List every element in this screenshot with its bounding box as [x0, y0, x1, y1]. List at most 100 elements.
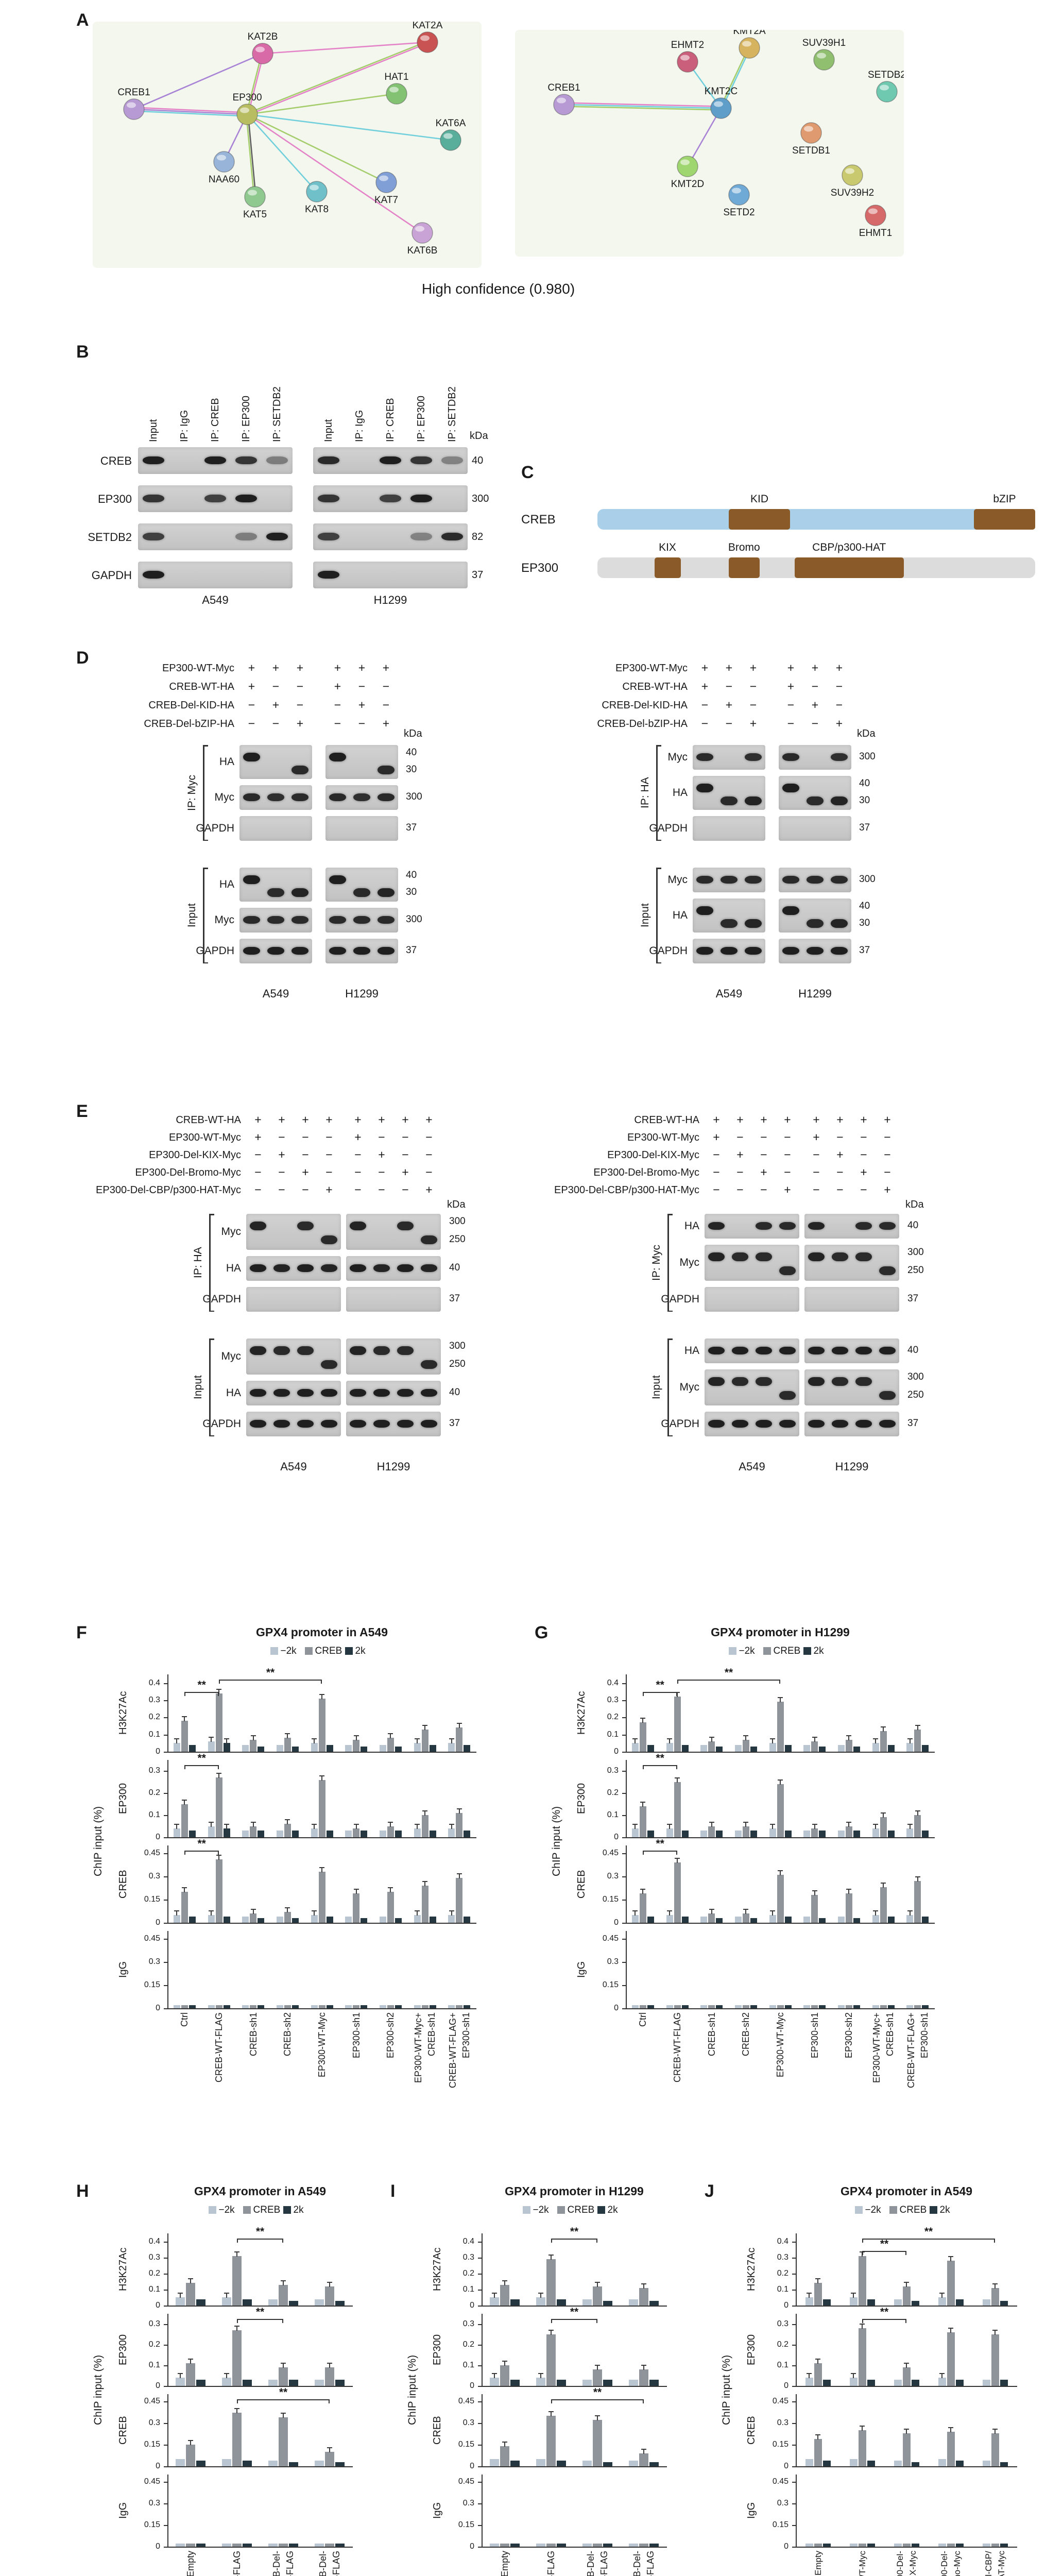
- x-axis: [796, 2306, 1017, 2307]
- bar: [681, 1744, 689, 1752]
- bar: [955, 2544, 964, 2547]
- bar: [196, 2544, 205, 2547]
- tick-mark: [792, 2445, 796, 2446]
- y-tick-label: 0.45: [602, 1849, 619, 1857]
- condition-value: +: [378, 1113, 385, 1126]
- bar: [188, 1917, 196, 1923]
- error-bar-cap: [456, 1808, 462, 1809]
- tick-mark: [478, 2423, 482, 2424]
- bar: [456, 1727, 463, 1752]
- bar: [208, 2005, 215, 2008]
- y-tick-label: 0.45: [144, 2397, 160, 2405]
- protein-band: [297, 1346, 314, 1355]
- condition-label: EP300-Del-KIX-Myc: [149, 1149, 241, 1161]
- bar: [849, 2297, 858, 2306]
- tick-mark: [792, 2401, 796, 2402]
- error-bar: [355, 1824, 357, 1829]
- panel-label-e: E: [76, 1101, 88, 1121]
- blot-target-label: GAPDH: [202, 1293, 241, 1305]
- sig-label: **: [724, 1667, 733, 1679]
- error-bar: [176, 1739, 178, 1744]
- blot-strip: [246, 1287, 341, 1312]
- protein-band: [266, 456, 288, 465]
- bar: [242, 1744, 249, 1752]
- ip-section-label: Input: [192, 1375, 204, 1400]
- bar: [837, 1744, 845, 1752]
- condition-value: −: [354, 1148, 362, 1161]
- sig-bracket-end: [282, 2319, 283, 2323]
- bar: [242, 1831, 249, 1837]
- legend-swatch: [854, 2206, 863, 2214]
- bar: [922, 1831, 929, 1837]
- error-bar-cap: [502, 2280, 507, 2281]
- protein-band: [353, 888, 370, 897]
- protein-band: [243, 916, 260, 924]
- bar: [849, 2378, 858, 2386]
- y-tick-label: 0.3: [462, 2499, 474, 2507]
- blot-strip: [346, 1287, 441, 1312]
- bar: [894, 2460, 902, 2466]
- error-bar-cap: [281, 2412, 286, 2414]
- error-bar: [994, 2330, 996, 2335]
- row-label: CREB: [432, 2416, 443, 2445]
- protein-band: [807, 919, 824, 928]
- row-label: IgG: [117, 1961, 129, 1978]
- sig-label: **: [570, 2226, 579, 2238]
- bar: [582, 2544, 592, 2547]
- tick-mark: [164, 1734, 167, 1736]
- condition-value: +: [813, 1130, 820, 1144]
- x-category-label: EP300-sh2: [844, 2012, 854, 2059]
- error-bar-cap: [285, 1907, 290, 1908]
- error-bar: [597, 2365, 598, 2370]
- bar: [421, 1886, 428, 1923]
- blot-strip: [804, 1412, 899, 1436]
- condition-value: −: [701, 698, 709, 711]
- x-category-label: EP300-Del- Bromo-Myc: [939, 2551, 962, 2576]
- error-bar-cap: [250, 1909, 256, 1910]
- error-bar-cap: [548, 2411, 554, 2412]
- protein-domain: [729, 557, 760, 578]
- legend-swatch: [208, 2206, 216, 2214]
- error-bar: [190, 2279, 191, 2284]
- condition-value: −: [334, 698, 341, 711]
- protein-band: [808, 1377, 825, 1386]
- blot-strip: [246, 1256, 341, 1281]
- y-tick-label: 0.1: [777, 2284, 788, 2294]
- sig-bracket-end: [862, 2319, 863, 2323]
- sig-bracket-end: [643, 2399, 644, 2403]
- protein-band: [807, 796, 824, 805]
- legend-swatch: [270, 1647, 278, 1655]
- y-axis: [167, 1760, 168, 1837]
- error-bar: [643, 2283, 644, 2289]
- bar: [982, 2380, 990, 2386]
- error-bar: [597, 2282, 598, 2287]
- panel-label-d: D: [76, 648, 89, 668]
- bar: [734, 2005, 742, 2008]
- sig-bracket: [551, 2399, 644, 2400]
- error-bar-cap: [675, 1692, 680, 1693]
- condition-value: −: [713, 1148, 720, 1161]
- bar: [853, 1918, 860, 1923]
- error-bar: [669, 1911, 670, 1916]
- bar: [353, 1828, 360, 1837]
- error-bar: [941, 2374, 942, 2378]
- error-bar: [283, 2413, 284, 2418]
- condition-value: −: [358, 680, 366, 693]
- y-axis: [626, 1674, 627, 1752]
- x-category-label: Ctrl: [638, 2012, 648, 2027]
- tick-mark: [622, 1923, 626, 1924]
- blot-strip: [693, 868, 765, 892]
- tick-mark: [622, 1900, 626, 1901]
- error-bar-cap: [224, 1823, 229, 1825]
- interaction-edge: [719, 47, 749, 108]
- error-bar-cap: [548, 2330, 554, 2331]
- condition-value: +: [860, 1165, 867, 1179]
- bar: [464, 1917, 471, 1923]
- section-bracket-tick: [656, 868, 661, 869]
- sig-bracket-end: [905, 2319, 906, 2323]
- y-tick-label: 0.1: [148, 1730, 160, 1739]
- chart-title: GPX4 promoter in A549: [194, 2184, 327, 2198]
- bar: [819, 1918, 826, 1923]
- protein-band: [349, 1346, 367, 1355]
